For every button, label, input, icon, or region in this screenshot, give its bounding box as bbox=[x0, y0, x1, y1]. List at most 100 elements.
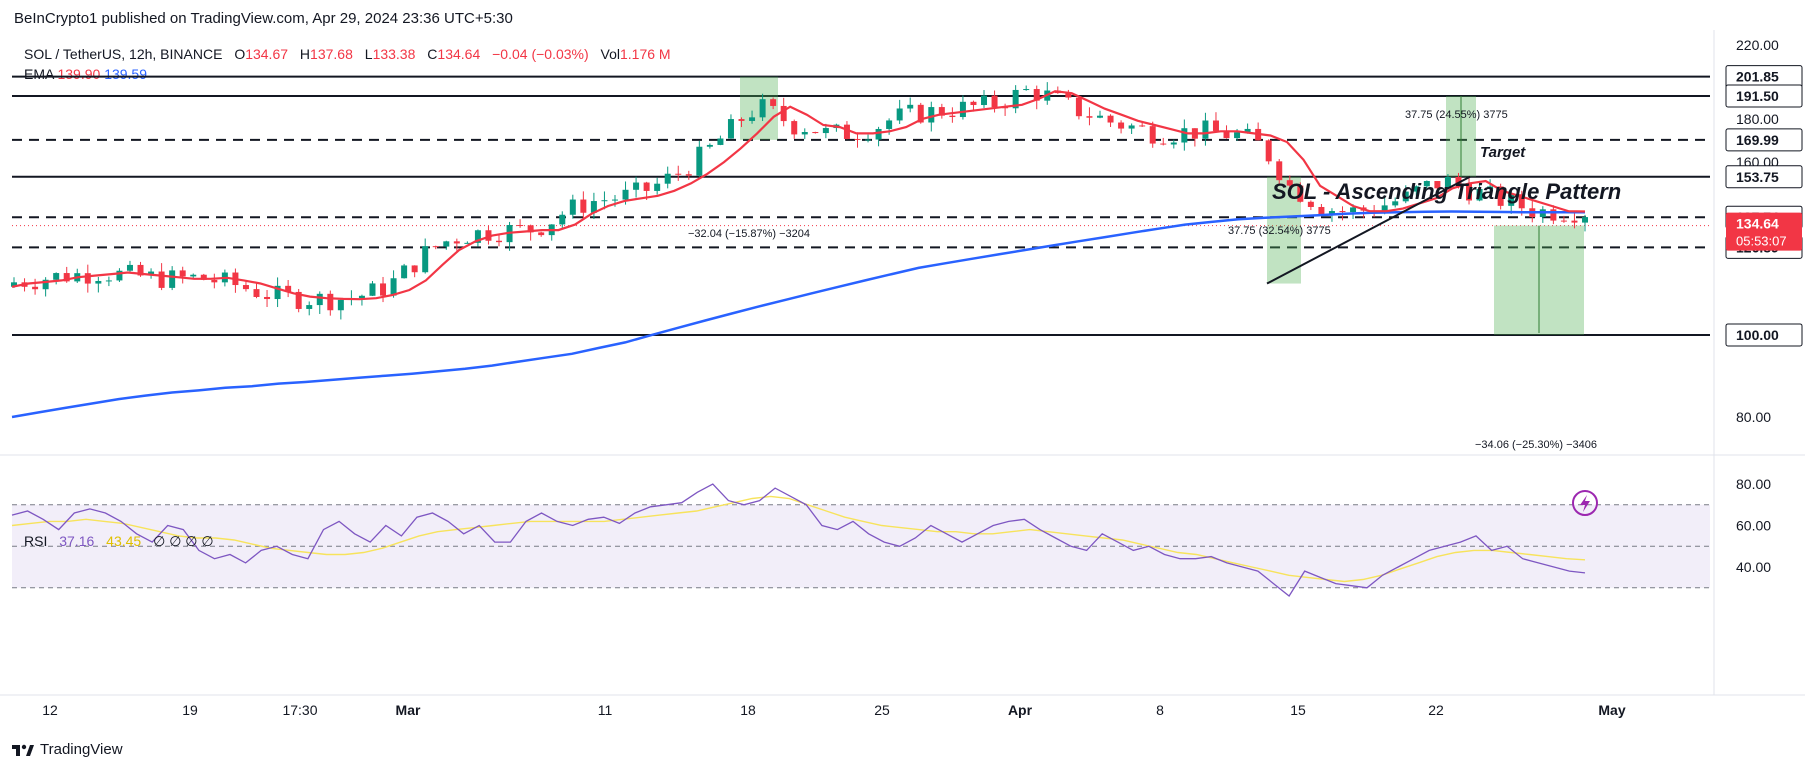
candle-body bbox=[664, 173, 671, 184]
candle-body bbox=[1297, 185, 1304, 202]
tradingview-logo-icon bbox=[12, 743, 34, 757]
candle-body bbox=[633, 182, 640, 190]
candle-body bbox=[485, 230, 492, 241]
footer-brand[interactable]: TradingView bbox=[40, 741, 123, 758]
candle-body bbox=[200, 274, 207, 280]
rsi-extra: ∅ ∅ ∅ ∅ bbox=[153, 533, 214, 549]
candle-body bbox=[1381, 205, 1388, 214]
level-label-153.75: 153.75 bbox=[1725, 165, 1803, 189]
candle-body bbox=[1423, 181, 1430, 187]
rsi-axis-tick: 60.00 bbox=[1736, 518, 1771, 534]
candle-body bbox=[105, 280, 112, 282]
candle-body bbox=[474, 230, 481, 243]
candle-body bbox=[928, 107, 935, 123]
candle-body bbox=[717, 138, 724, 145]
price-panel: SOL - Ascending Triangle Pattern Target 37… bbox=[11, 75, 1710, 516]
change-value: −0.04 (−0.03%) bbox=[492, 46, 589, 62]
candle-body bbox=[1107, 115, 1114, 123]
candle-body bbox=[580, 199, 587, 213]
candle-body bbox=[158, 271, 165, 288]
candle-body bbox=[1508, 194, 1515, 206]
candle-body bbox=[358, 295, 365, 299]
rsi-line bbox=[11, 483, 1586, 597]
symbol-name[interactable]: SOL / TetherUS, 12h, BINANCE bbox=[24, 46, 223, 62]
candle-body bbox=[770, 99, 777, 106]
candle-body bbox=[801, 132, 808, 135]
candle-body bbox=[759, 99, 766, 118]
candle-body bbox=[253, 289, 260, 297]
footer: TradingView bbox=[12, 741, 123, 758]
ema-legend: EMA 139.90 139.59 bbox=[24, 66, 147, 82]
candle-body bbox=[559, 214, 566, 225]
candle-body bbox=[1181, 128, 1188, 143]
candle-body bbox=[1149, 126, 1156, 144]
candle-body bbox=[432, 246, 439, 248]
candle-body bbox=[1118, 122, 1125, 129]
candle-body bbox=[1075, 97, 1082, 117]
symbol-legend: SOL / TetherUS, 12h, BINANCE O134.67 H13… bbox=[24, 44, 671, 65]
candle-body bbox=[148, 271, 155, 276]
candle-body bbox=[1212, 120, 1219, 131]
candle-body bbox=[1276, 161, 1283, 181]
candle-body bbox=[569, 199, 576, 215]
candle-body bbox=[1550, 209, 1557, 221]
candle-body bbox=[1476, 188, 1483, 201]
ema-slow-value: 139.59 bbox=[104, 66, 148, 82]
candle-body bbox=[285, 285, 292, 292]
low-value: 133.38 bbox=[372, 46, 416, 62]
candle-body bbox=[443, 241, 450, 247]
candle-body bbox=[1139, 125, 1146, 127]
level-label-box bbox=[1725, 84, 1803, 108]
ema-slow-line bbox=[11, 210, 1585, 419]
candle-body bbox=[685, 174, 692, 176]
candle-body bbox=[1318, 206, 1325, 215]
candle-body bbox=[601, 200, 608, 202]
candle-body bbox=[53, 273, 60, 280]
x-axis-tick: 19 bbox=[182, 702, 198, 718]
candle-body bbox=[749, 117, 756, 121]
x-axis-tick: 25 bbox=[874, 702, 890, 718]
triangle-trendline bbox=[1266, 175, 1471, 285]
candle-body bbox=[1392, 201, 1399, 206]
lightning-icon bbox=[1572, 490, 1598, 516]
candle-body bbox=[169, 270, 176, 288]
candle-body bbox=[738, 119, 745, 121]
candle-body bbox=[242, 285, 249, 290]
level-label-box bbox=[1725, 165, 1803, 189]
low-label: L bbox=[364, 46, 373, 62]
candle-body bbox=[675, 173, 682, 175]
candle-body bbox=[1065, 93, 1072, 98]
open-value: 134.67 bbox=[245, 46, 289, 62]
candle-body bbox=[527, 225, 534, 233]
level-label-text: 100.00 bbox=[1736, 327, 1779, 343]
price-axis-tick: 80.00 bbox=[1736, 409, 1771, 425]
candle-body bbox=[1434, 181, 1441, 189]
candle-body bbox=[590, 201, 597, 213]
candle-body bbox=[706, 144, 713, 147]
x-axis-tick: Apr bbox=[1008, 702, 1033, 718]
candle-body bbox=[327, 293, 334, 311]
candle-body bbox=[938, 107, 945, 116]
candle-body bbox=[791, 121, 798, 135]
candle-body bbox=[211, 279, 218, 283]
candle-body bbox=[1466, 183, 1473, 201]
x-axis-tick: 11 bbox=[598, 702, 613, 718]
rsi-label[interactable]: RSI bbox=[24, 533, 48, 549]
ema-fast-line bbox=[11, 90, 1586, 301]
measure-left-label: −32.04 (−15.87%) −3204 bbox=[688, 228, 810, 240]
close-value: 134.64 bbox=[437, 46, 481, 62]
candle-body bbox=[1244, 128, 1251, 133]
ema-label[interactable]: EMA bbox=[24, 66, 54, 82]
candle-body bbox=[875, 128, 882, 140]
candle-body bbox=[696, 146, 703, 176]
candle-body bbox=[611, 199, 618, 201]
lightning-icon-bolt bbox=[1580, 495, 1590, 512]
candle-body bbox=[95, 280, 102, 284]
candle-body bbox=[464, 242, 471, 244]
candle-body bbox=[1497, 186, 1504, 206]
level-label-text: 169.99 bbox=[1736, 132, 1779, 148]
candle-body bbox=[1402, 191, 1409, 202]
candle-body bbox=[812, 132, 819, 134]
price-axis-tick: 180.00 bbox=[1736, 111, 1779, 127]
